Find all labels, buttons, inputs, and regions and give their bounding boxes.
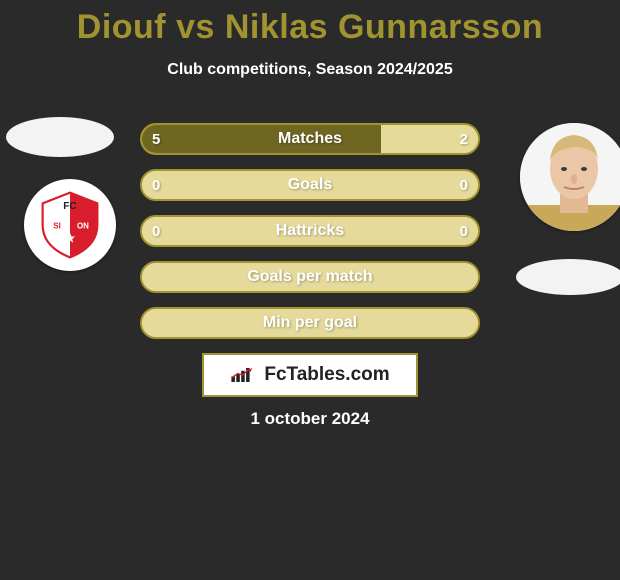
date-label: 1 october 2024 [0, 409, 620, 429]
stat-value-left: 0 [142, 217, 170, 245]
player-right-face-icon [520, 123, 620, 231]
stat-row: Matches5 2 [140, 123, 480, 155]
stat-label: Min per goal [142, 309, 478, 337]
player-right-avatar [520, 123, 620, 231]
stat-label: Hattricks [142, 217, 478, 245]
svg-text:FC: FC [63, 201, 76, 212]
stat-label: Goals [142, 171, 478, 199]
player-left-club-badge: FC SI ON [24, 179, 116, 271]
svg-text:SI: SI [53, 222, 60, 231]
page-subtitle: Club competitions, Season 2024/2025 [0, 61, 620, 79]
page-title: Diouf vs Niklas Gunnarsson [0, 0, 620, 47]
stat-value-left: 0 [142, 171, 170, 199]
stat-row: Min per goal [140, 307, 480, 339]
stat-row: Goals per match [140, 261, 480, 293]
stat-value-right: 0 [450, 171, 478, 199]
stat-label: Matches [142, 125, 478, 153]
stat-bars: Matches52Goals00Hattricks00Goals per mat… [140, 117, 480, 339]
svg-text:ON: ON [77, 222, 89, 231]
stat-row: Goals0 0 [140, 169, 480, 201]
stat-value-right: 0 [450, 217, 478, 245]
stat-value-right: 2 [450, 125, 478, 153]
brand-badge: FcTables.com [202, 353, 418, 397]
stat-label: Goals per match [142, 263, 478, 291]
player-right-club-badge [516, 259, 620, 295]
stat-row: Hattricks0 0 [140, 215, 480, 247]
stat-value-left: 5 [142, 125, 170, 153]
fc-sion-logo-icon: FC SI ON [34, 189, 106, 261]
brand-chart-icon [230, 366, 258, 384]
brand-text: FcTables.com [264, 364, 389, 386]
comparison-area: FC SI ON Matches52Goals00Hattricks00Goal… [0, 117, 620, 429]
player-left-avatar [6, 117, 114, 157]
